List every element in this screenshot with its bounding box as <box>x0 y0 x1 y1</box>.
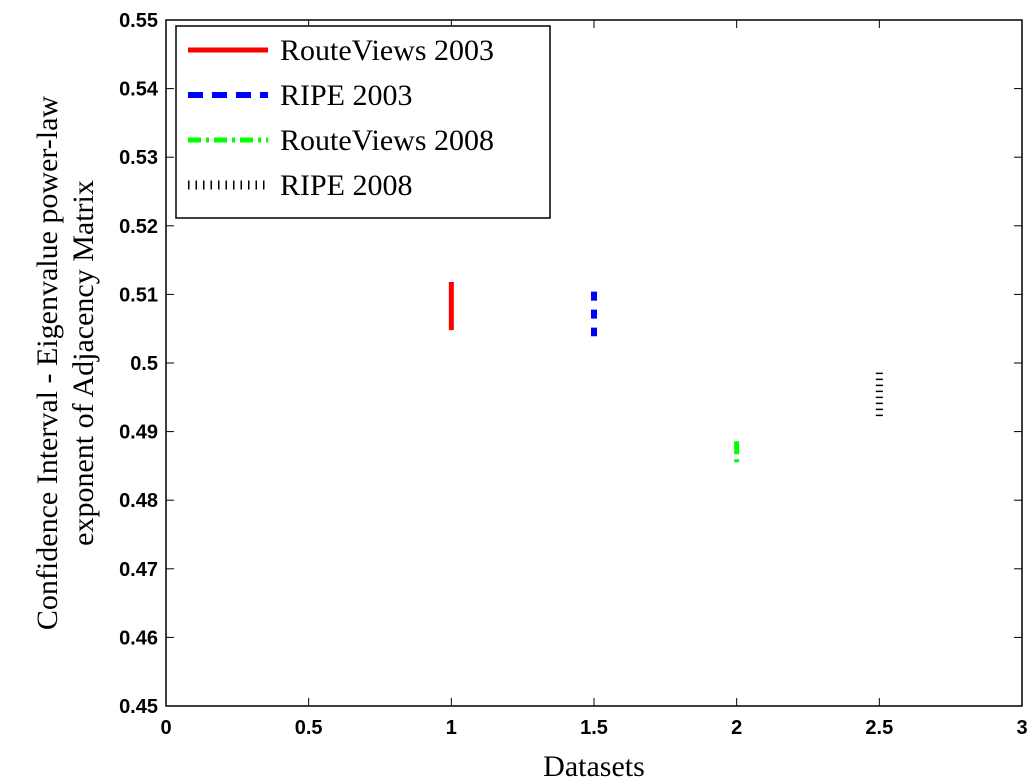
y-tick-label: 0.53 <box>119 147 158 169</box>
x-axis: 0 0.5 1 1.5 2 2.5 3 <box>160 20 1028 739</box>
x-tick-label: 0.5 <box>295 717 323 739</box>
y-tick-label: 0.51 <box>119 284 158 306</box>
legend-label-1: RouteViews 2003 <box>280 34 494 67</box>
y-tick-label: 0.55 <box>119 10 158 32</box>
x-tick-label: 2.5 <box>865 717 893 739</box>
x-tick-label: 0 <box>160 717 171 739</box>
y-axis-label-line-2: exponent of Adjacency Matrix <box>67 180 100 546</box>
x-tick-label: 3 <box>1016 717 1027 739</box>
x-axis-label: Datasets <box>543 750 645 782</box>
legend: RouteViews 2003 RIPE 2003 RouteViews 2008 R… <box>175 25 551 219</box>
x-tick-label: 2 <box>731 717 742 739</box>
legend-box <box>175 25 551 219</box>
y-tick-label: 0.48 <box>119 490 158 512</box>
legend-label-4: RIPE 2008 <box>280 169 413 202</box>
x-tick-label: 1 <box>446 717 457 739</box>
y-tick-label: 0.49 <box>119 422 158 444</box>
y-tick-label: 0.54 <box>119 79 159 101</box>
y-tick-label: 0.47 <box>119 559 158 581</box>
x-tick-label: 1.5 <box>580 717 608 739</box>
y-axis-label-line-1: Confidence Interval - Eigenvalue power-l… <box>31 96 64 631</box>
y-axis: 0.45 0.46 0.47 0.48 0.49 0.5 0.51 0.52 0.53 0.54 0… <box>119 10 1022 718</box>
y-tick-label: 0.46 <box>119 627 158 649</box>
legend-label-2: RIPE 2003 <box>280 79 413 112</box>
data-series <box>448 282 883 464</box>
y-tick-label: 0.5 <box>130 353 158 375</box>
y-tick-label: 0.52 <box>119 216 158 238</box>
y-tick-label: 0.45 <box>119 696 158 718</box>
legend-label-3: RouteViews 2008 <box>280 124 494 157</box>
